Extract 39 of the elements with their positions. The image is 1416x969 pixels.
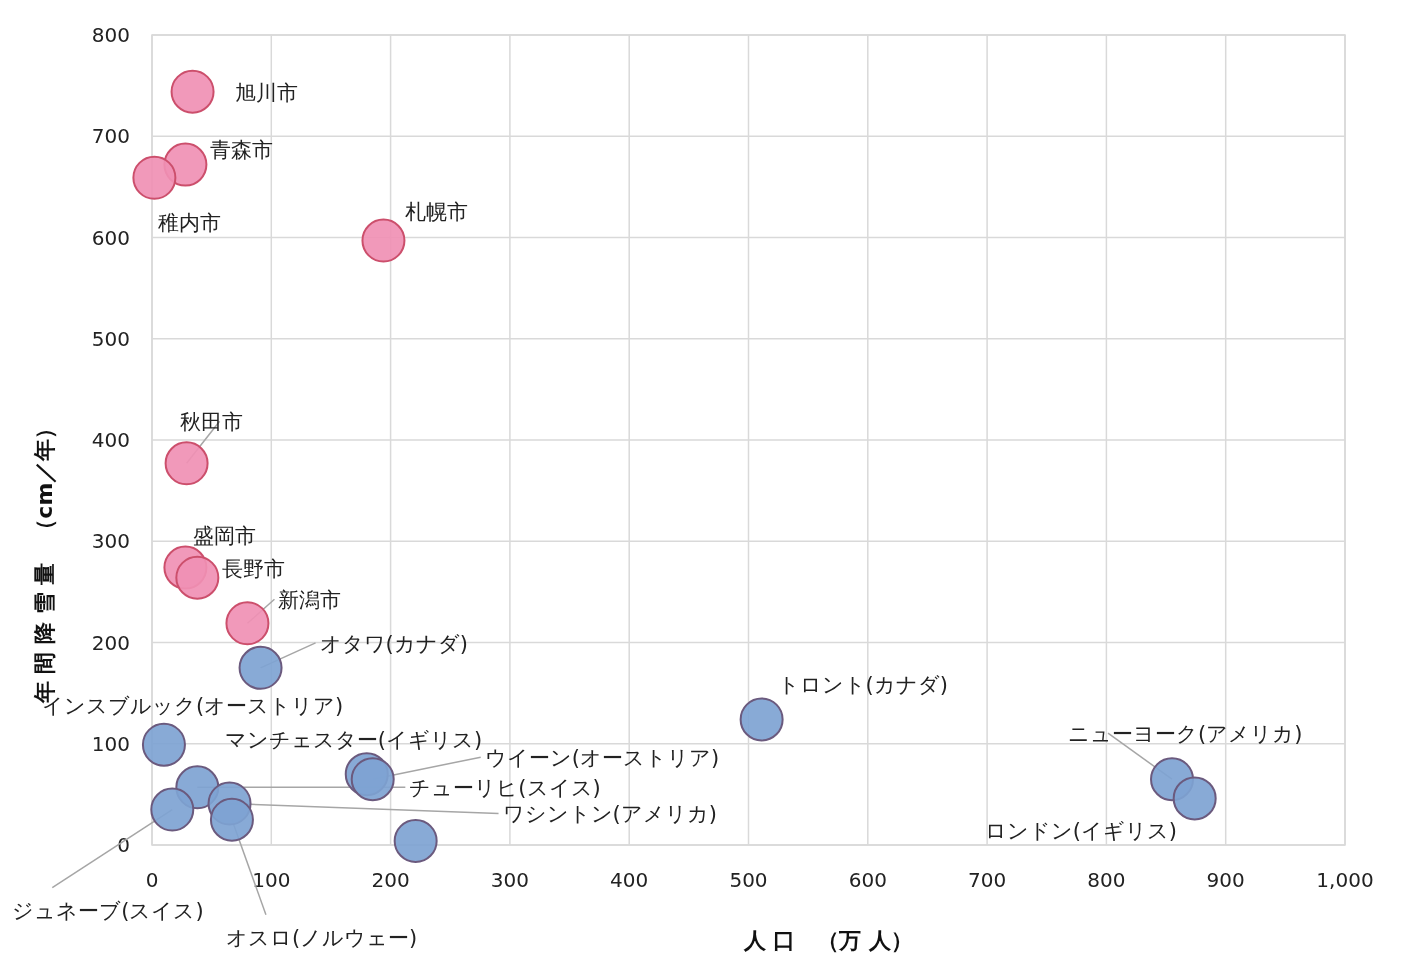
x-axis-title: 人 口 （万 人）: [742, 928, 914, 953]
annotation: トロント(カナダ): [777, 673, 949, 698]
x-tick-label: 800: [1087, 868, 1126, 892]
annotation: ウイーン(オーストリア): [484, 746, 720, 771]
annotation: ワシントン(アメリカ): [502, 802, 717, 827]
x-tick-label: 1,000: [1316, 868, 1374, 892]
x-tick-label: 400: [610, 868, 649, 892]
x-tick-label: 100: [252, 868, 291, 892]
y-tick-label: 600: [91, 225, 130, 250]
y-tick-label: 300: [91, 529, 130, 554]
x-tick-label: 200: [371, 868, 410, 892]
y-tick-label: 100: [91, 731, 130, 756]
annotation: 青森市: [210, 137, 274, 162]
y-tick-label: 700: [91, 124, 130, 149]
x-tick-label: 600: [848, 868, 887, 892]
annotation: ニューヨーク(アメリカ): [1068, 722, 1303, 747]
x-tick-label: 700: [968, 868, 1007, 892]
y-tick-label: 800: [91, 23, 130, 47]
annotation: 旭川市: [234, 80, 298, 105]
annotation: マンチェスター(イギリス): [224, 728, 483, 753]
y-tick-label: 0: [117, 833, 130, 857]
y-tick-label: 400: [91, 428, 130, 452]
annotation: 札幌市: [405, 199, 469, 224]
annotation: 新潟市: [278, 588, 342, 613]
y-tick-label: 200: [91, 630, 130, 655]
annotation: 盛岡市: [193, 523, 257, 548]
annotation: 稚内市: [158, 210, 222, 235]
x-tick-label: 0: [145, 868, 159, 892]
annotation: オスロ(ノルウェー): [225, 925, 418, 950]
annotation: オタワ(カナダ): [319, 631, 468, 656]
annotation: チューリヒ(スイス): [409, 776, 601, 801]
annotation: 長野市: [222, 556, 286, 581]
annotation: 秋田市: [179, 410, 243, 435]
annotation: ロンドン(イギリス): [984, 819, 1178, 844]
x-tick-label: 300: [490, 868, 529, 892]
annotation: ジュネーブ(スイス): [12, 898, 204, 923]
x-tick-label: 500: [729, 868, 768, 892]
y-tick-label: 500: [91, 326, 130, 351]
x-tick-label: 900: [1206, 868, 1245, 892]
